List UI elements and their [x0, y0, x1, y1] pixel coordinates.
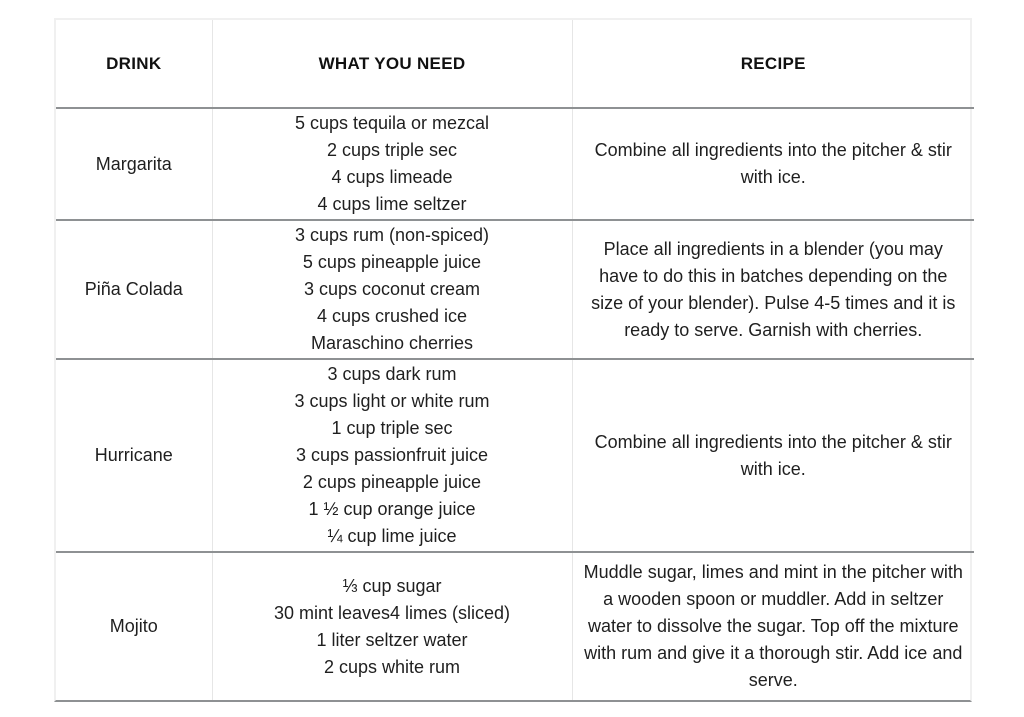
- drink-name-cell: Hurricane: [94, 445, 173, 465]
- ingredient-line: 2 cups pineapple juice: [302, 472, 482, 492]
- ingredient-line: 4 cups crushed ice: [316, 306, 468, 326]
- table-row: Mojito ⅓ cup sugar 30 mint leaves4 limes (…: [56, 552, 974, 700]
- ingredient-line: 4 cups limeade: [331, 167, 453, 187]
- header-row: DRINK WHAT YOU NEED RECIPE: [56, 20, 974, 108]
- table-row: Hurricane 3 cups dark rum 3 cups light or …: [56, 359, 974, 552]
- drink-name-cell: Margarita: [95, 153, 172, 174]
- ingredient-line: 3 cups light or white rum: [294, 391, 490, 411]
- ingredient-line: 2 cups triple sec: [326, 140, 458, 160]
- ingredients-cell: 3 cups rum (non-spiced) 5 cups pineapple …: [211, 220, 572, 359]
- recipe-table: DRINK WHAT YOU NEED RECIPE Margarita 5 cu…: [54, 18, 974, 702]
- ingredient-line: 3 cups rum (non-spiced): [294, 225, 490, 245]
- ingredient-line: 5 cups tequila or mezcal: [294, 113, 490, 133]
- recipe-cell: Combine all ingredients into the pitcher…: [571, 359, 974, 552]
- drinks-table: DRINK WHAT YOU NEED RECIPE Margarita 5 cu…: [56, 20, 974, 700]
- ingredient-line: 1 cup triple sec: [331, 418, 453, 438]
- col-header-recipe: RECIPE: [571, 20, 974, 108]
- table-row: Piña Colada 3 cups rum (non-spiced) 5 cups…: [56, 220, 974, 359]
- ingredient-line: ⅓ cup sugar: [342, 575, 442, 596]
- ingredient-line: 30 mint leaves4 limes (sliced): [273, 602, 511, 623]
- ingredient-line: 5 cups pineapple juice: [302, 252, 482, 272]
- recipe-cell: Place all ingredients in a blender (you …: [571, 220, 974, 359]
- drink-name-cell: Mojito: [109, 616, 158, 636]
- ingredient-line: ¼ cup lime juice: [327, 526, 457, 546]
- ingredient-line: 1 liter seltzer water: [316, 629, 468, 650]
- drink-name-cell: Piña Colada: [84, 279, 183, 299]
- recipe-cell: Combine all ingredients into the pitcher…: [571, 108, 974, 220]
- ingredient-line: Maraschino cherries: [310, 333, 474, 353]
- ingredient-line: 4 cups lime seltzer: [317, 194, 467, 214]
- ingredient-line: 1 ½ cup orange juice: [308, 499, 476, 519]
- ingredient-line: 2 cups white rum: [323, 656, 461, 677]
- col-header-drink: DRINK: [106, 53, 162, 73]
- table-row: Margarita 5 cups tequila or mezcal 2 cups …: [56, 108, 974, 220]
- recipe-table-body: Margarita 5 cups tequila or mezcal 2 cups …: [56, 108, 974, 700]
- recipe-cell: Muddle sugar, limes and mint in the pitc…: [571, 552, 974, 700]
- ingredients-cell: ⅓ cup sugar 30 mint leaves4 limes (sliced…: [211, 552, 572, 700]
- ingredients-cell: 3 cups dark rum 3 cups light or white rum…: [211, 359, 572, 552]
- ingredients-cell: 5 cups tequila or mezcal 2 cups triple se…: [211, 108, 572, 220]
- ingredient-line: 3 cups passionfruit juice: [295, 445, 489, 465]
- col-header-what-you-need: WHAT YOU NEED: [211, 20, 572, 108]
- ingredient-line: 3 cups coconut cream: [303, 279, 481, 299]
- ingredient-line: 3 cups dark rum: [327, 364, 457, 384]
